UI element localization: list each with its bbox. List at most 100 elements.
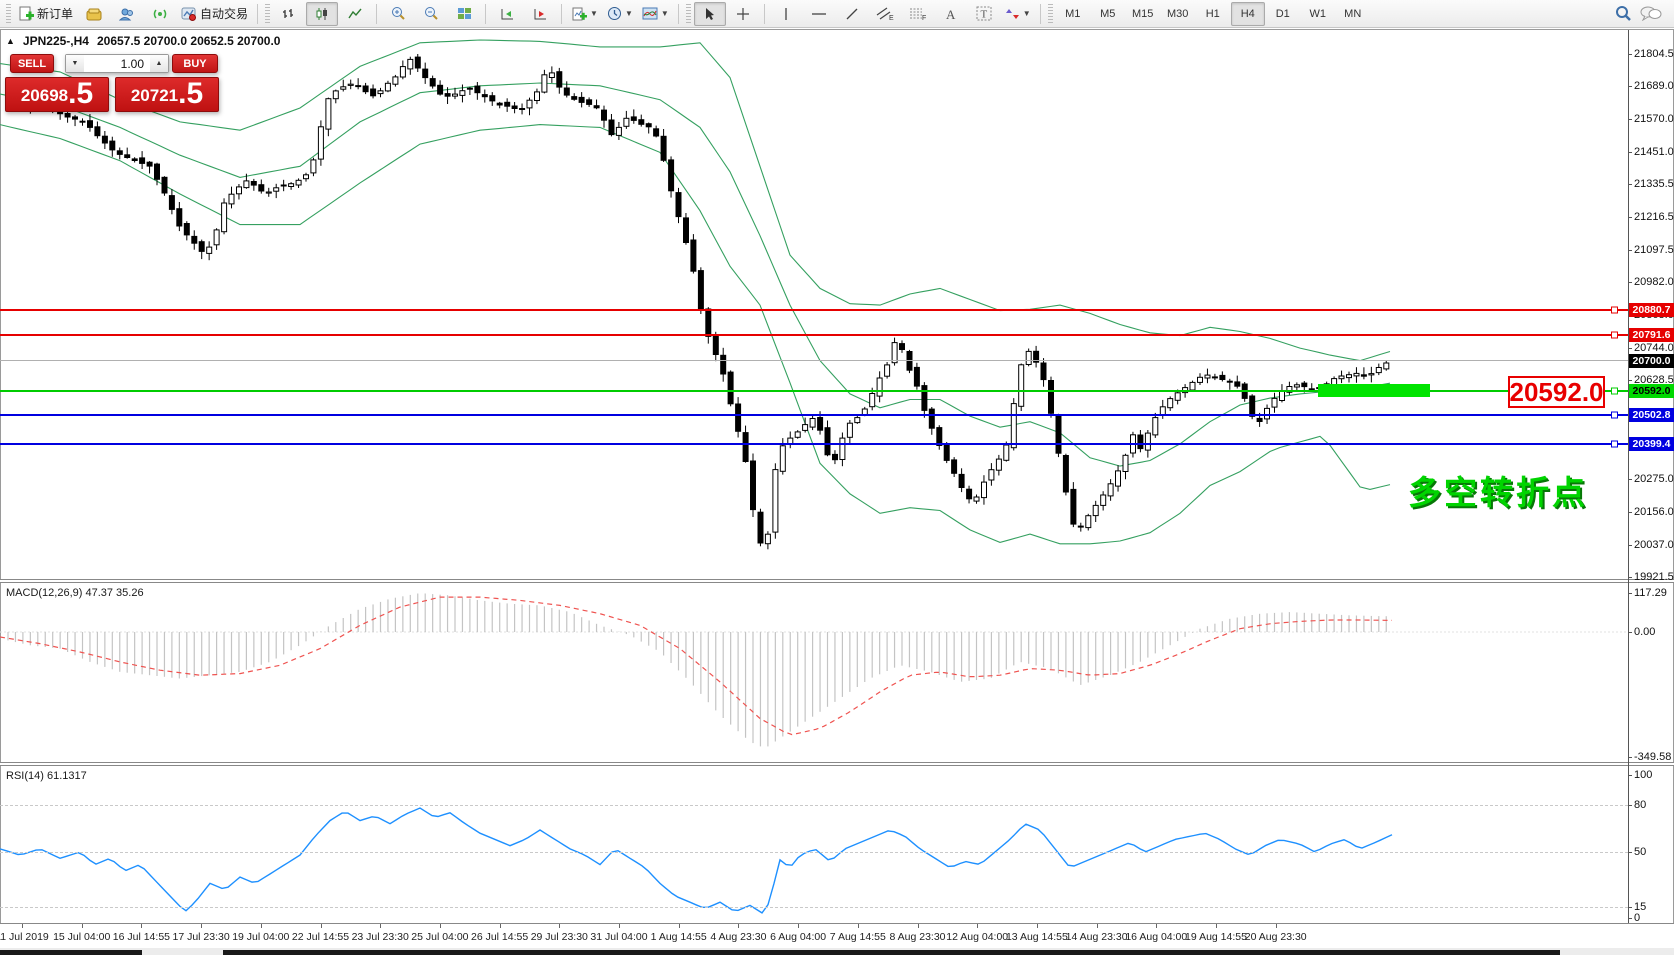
toolbar-grip[interactable] (6, 3, 11, 24)
volume-increase-button[interactable]: ▲ (150, 55, 168, 72)
rsi-level-line (0, 805, 1628, 806)
line-handle[interactable] (1611, 331, 1618, 339)
time-axis-label: 16 Aug 04:00 (1125, 931, 1188, 943)
timeframe-button-h4[interactable]: H4 (1230, 1, 1265, 26)
horizontal-line-object[interactable] (0, 334, 1628, 337)
text-button[interactable]: A (935, 2, 967, 26)
new-order-button[interactable]: 新订单 (14, 2, 77, 26)
time-axis-label: 31 Jul 04:00 (590, 931, 648, 943)
signals-icon (153, 9, 167, 18)
text-label-button[interactable]: T (968, 2, 1000, 26)
scale-tick (1628, 852, 1632, 853)
timeframe-button-mn[interactable]: MN (1344, 7, 1362, 20)
time-axis-label: 6 Aug 04:00 (770, 931, 827, 943)
autotrading-icon (181, 7, 197, 21)
crosshair-button[interactable] (727, 2, 759, 26)
toolbar-grip[interactable] (1047, 3, 1053, 24)
trendline-button[interactable] (836, 2, 868, 26)
toolbar-grip[interactable] (265, 3, 271, 24)
chart-shift-button[interactable] (524, 2, 556, 26)
timeframe-button-h1[interactable]: H1 (1205, 7, 1220, 20)
macd-canvas[interactable] (0, 583, 1628, 762)
timeframe-button-m1[interactable]: M1 (1065, 7, 1081, 20)
main-chart-canvas[interactable] (0, 30, 1628, 579)
price-callout-label[interactable]: 20592.0 (1508, 376, 1605, 408)
buy-price-main: 20721 (130, 86, 179, 105)
time-axis-label: 19 Jul 04:00 (232, 931, 290, 943)
zoom-in-button[interactable] (382, 2, 414, 26)
taskbar-fragment (0, 950, 142, 955)
time-tick (559, 924, 561, 928)
zoom-out-button[interactable] (415, 2, 447, 26)
trendline-icon (846, 8, 858, 19)
chinese-note-label[interactable]: 多空转折点 (1408, 474, 1588, 511)
line-chart-button[interactable] (339, 2, 371, 26)
line-handle[interactable] (1611, 440, 1618, 448)
arrows-button[interactable]: ▼ (1001, 2, 1035, 26)
time-axis-label: 17 Jul 23:30 (172, 931, 230, 943)
time-tick (439, 924, 441, 928)
timeframe-button-m15[interactable]: M15 (1132, 7, 1154, 20)
sell-price-button[interactable]: 20698 .5 (5, 77, 109, 112)
market-watch-button[interactable] (78, 2, 110, 26)
panel-divider[interactable] (0, 579, 1674, 583)
line-handle[interactable] (1611, 306, 1618, 314)
bar-chart-button[interactable] (273, 2, 305, 26)
volume-box: ▼ 1.00 ▲ (65, 54, 169, 73)
trade-panel-collapse-icon[interactable]: ▲ (6, 36, 15, 46)
scale-tick-label: 117.29 (1634, 587, 1667, 599)
horizontal-line-object[interactable] (0, 443, 1628, 446)
auto-scroll-button[interactable] (491, 2, 523, 26)
scale-tick-label: 100 (1634, 769, 1653, 781)
time-axis-label: 22 Jul 14:55 (291, 931, 350, 943)
time-axis[interactable]: 11 Jul 2019 15 Jul 04:00 16 Jul 14:55 17 Ju… (0, 923, 1674, 949)
search-icon[interactable] (1615, 5, 1632, 22)
panel-divider[interactable] (0, 762, 1674, 766)
volume-decrease-button[interactable]: ▼ (66, 55, 84, 72)
horizontal-line-button[interactable] (803, 2, 835, 26)
horizontal-line-object[interactable] (0, 414, 1628, 417)
buy-price-button[interactable]: 20721 .5 (115, 77, 219, 112)
timeframe-button-m30[interactable]: M30 (1167, 7, 1189, 20)
tile-windows-button[interactable] (448, 2, 480, 26)
time-axis-label: 23 Jul 23:30 (351, 931, 409, 943)
highlight-rectangle-object[interactable] (1318, 384, 1430, 398)
period-button[interactable]: ▼ (603, 2, 637, 26)
cursor-button[interactable] (693, 1, 726, 26)
chat-icon[interactable] (1640, 6, 1662, 21)
buy-button[interactable]: BUY (172, 54, 218, 73)
volume-value[interactable]: 1.00 (120, 56, 144, 71)
timeframe-button-m5[interactable]: M5 (1100, 7, 1116, 20)
timeframe-button-d1[interactable]: D1 (1275, 7, 1290, 20)
dropdown-caret: ▼ (1022, 9, 1031, 18)
line-handle[interactable] (1611, 411, 1618, 419)
indicators-icon (572, 7, 588, 20)
community-button[interactable] (111, 2, 143, 26)
timeframe-button-w1[interactable]: W1 (1309, 7, 1326, 20)
scale-tick (1628, 250, 1632, 251)
vertical-line-button[interactable] (770, 2, 802, 26)
line-handle[interactable] (1611, 387, 1618, 395)
fibonacci-icon: F (909, 8, 926, 21)
signals-button[interactable] (144, 2, 176, 26)
candlestick-chart-button[interactable] (306, 1, 339, 26)
scale-tick-label: 19921.5 (1634, 571, 1674, 583)
equidistant-channel-button[interactable]: E (869, 2, 901, 26)
time-axis-label: 7 Aug 14:55 (829, 931, 886, 943)
horizontal-line-icon (811, 12, 826, 15)
autotrading-button[interactable]: 自动交易 (177, 2, 252, 26)
price-line-badge: 20791.6 (1629, 328, 1674, 343)
fibonacci-button[interactable]: F (902, 2, 934, 26)
horizontal-line-object[interactable] (0, 309, 1628, 312)
scale-tick-label: 21804.5 (1634, 48, 1674, 60)
indicators-button[interactable]: ▼ (567, 2, 602, 26)
template-button[interactable]: ▼ (638, 2, 673, 26)
rsi-canvas[interactable] (0, 766, 1628, 922)
time-axis-label: 13 Aug 14:55 (1005, 931, 1068, 943)
autotrading-label: 自动交易 (200, 7, 249, 21)
sell-button[interactable]: SELL (10, 54, 54, 73)
tile-windows-icon (457, 7, 471, 19)
scale-tick (1628, 348, 1632, 349)
horizontal-line-object[interactable] (0, 389, 1628, 392)
toolbar-grip[interactable] (685, 3, 691, 24)
